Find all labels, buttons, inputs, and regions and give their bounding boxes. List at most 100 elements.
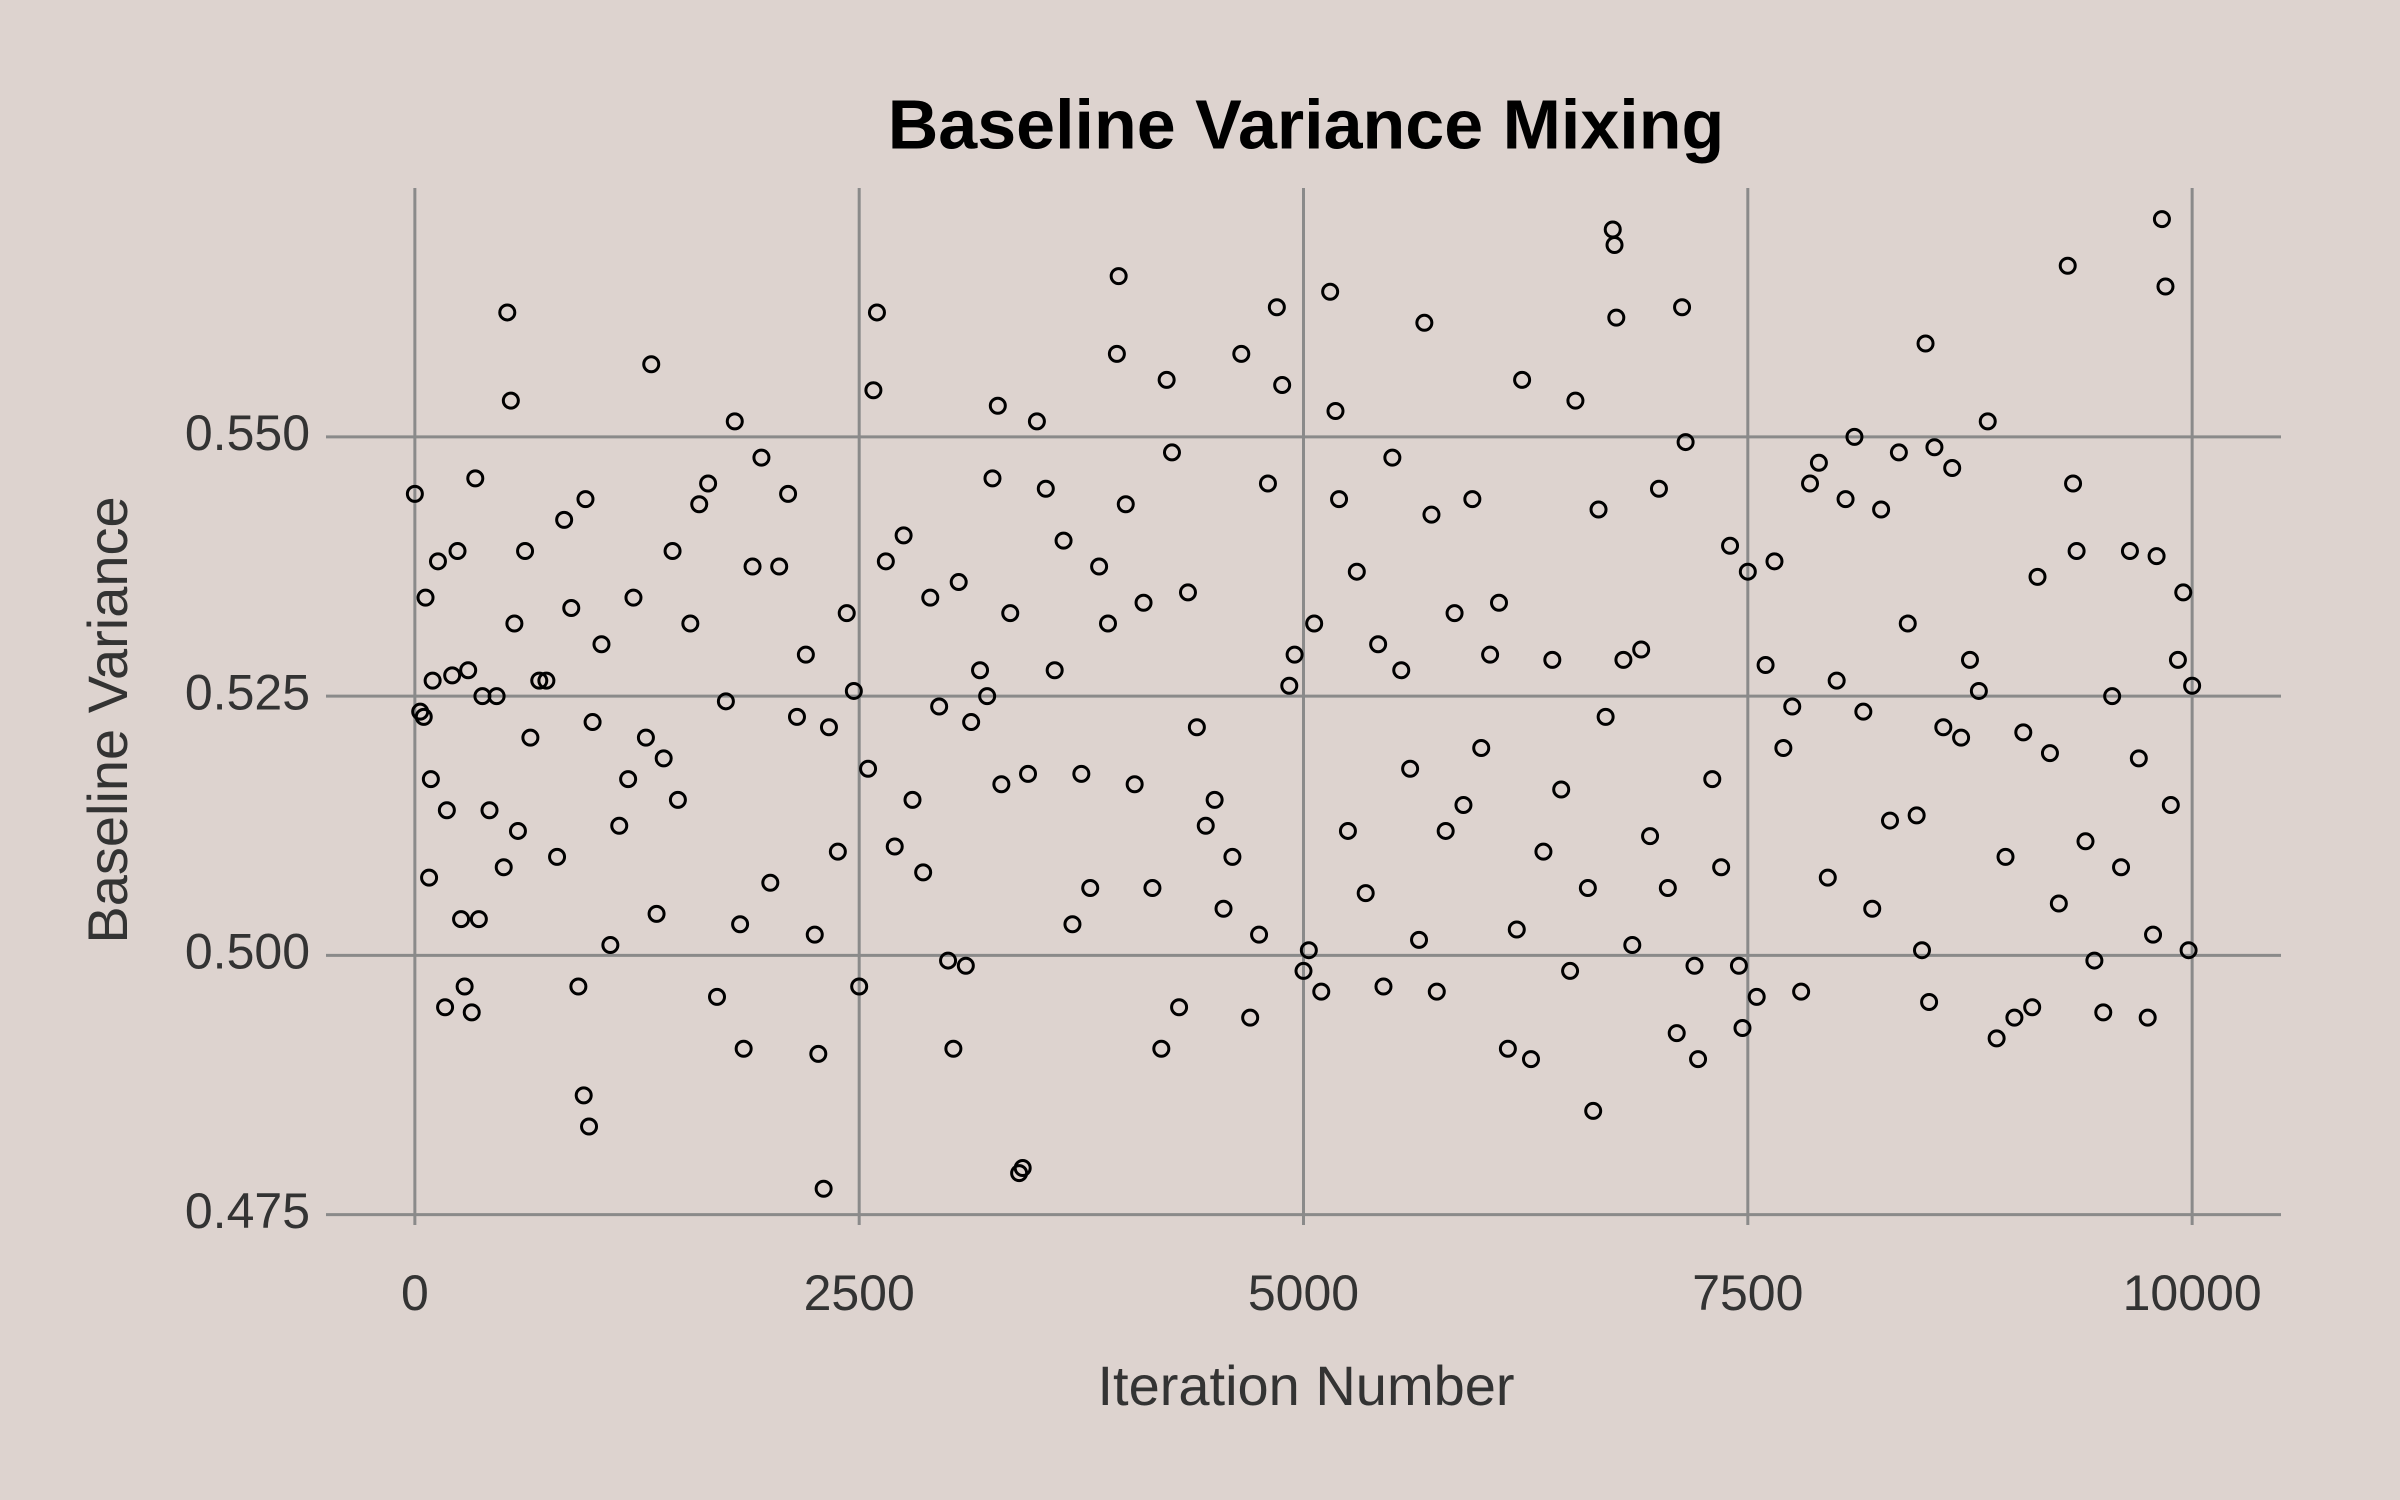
point bbox=[1374, 977, 1393, 996]
point bbox=[2120, 541, 2139, 560]
y-tick-label: 0.475 bbox=[185, 1183, 310, 1239]
point bbox=[716, 692, 735, 711]
point bbox=[1063, 915, 1082, 934]
y-axis-title: Baseline Variance bbox=[76, 496, 139, 943]
point bbox=[1738, 562, 1757, 581]
point bbox=[1920, 993, 1939, 1012]
point bbox=[580, 1117, 599, 1136]
point bbox=[1347, 562, 1366, 581]
point bbox=[1596, 707, 1615, 726]
point bbox=[1521, 1050, 1540, 1069]
point bbox=[1410, 930, 1429, 949]
point bbox=[487, 687, 506, 706]
point bbox=[752, 448, 771, 467]
point bbox=[1415, 313, 1434, 332]
point bbox=[1498, 1039, 1517, 1058]
point bbox=[1383, 448, 1402, 467]
point bbox=[731, 915, 750, 934]
point bbox=[1792, 982, 1811, 1001]
point bbox=[1090, 557, 1109, 576]
point bbox=[1623, 936, 1642, 955]
point bbox=[962, 713, 981, 732]
point bbox=[978, 687, 997, 706]
point bbox=[462, 1003, 481, 1022]
point bbox=[2161, 796, 2180, 815]
point bbox=[992, 775, 1011, 794]
point bbox=[1827, 671, 1846, 690]
point bbox=[1326, 401, 1345, 420]
point bbox=[469, 910, 488, 929]
point bbox=[1241, 1008, 1260, 1027]
point bbox=[1916, 334, 1935, 353]
point bbox=[592, 635, 611, 654]
point bbox=[642, 355, 661, 374]
x-axis-title: Iteration Number bbox=[1097, 1354, 1514, 1417]
point bbox=[1258, 474, 1277, 493]
point bbox=[2064, 474, 2083, 493]
point bbox=[1463, 490, 1482, 509]
x-tick-label: 5000 bbox=[1248, 1265, 1359, 1321]
point bbox=[1196, 816, 1215, 835]
chart-title: Baseline Variance Mixing bbox=[888, 85, 1724, 163]
point bbox=[521, 728, 540, 747]
point bbox=[647, 904, 666, 923]
point bbox=[1756, 656, 1775, 675]
point bbox=[2112, 858, 2131, 877]
point bbox=[416, 588, 435, 607]
point bbox=[983, 469, 1002, 488]
point bbox=[1401, 759, 1420, 778]
point bbox=[1566, 391, 1585, 410]
point bbox=[1427, 982, 1446, 1001]
point bbox=[1912, 941, 1931, 960]
point bbox=[555, 510, 574, 529]
point bbox=[466, 469, 485, 488]
point bbox=[1162, 443, 1181, 462]
point bbox=[828, 842, 847, 861]
point bbox=[636, 728, 655, 747]
point bbox=[1925, 438, 1944, 457]
point bbox=[837, 604, 856, 623]
point bbox=[988, 396, 1007, 415]
point bbox=[1134, 593, 1153, 612]
point bbox=[859, 759, 878, 778]
point bbox=[494, 858, 513, 877]
point bbox=[761, 873, 780, 892]
point bbox=[1561, 961, 1580, 980]
point bbox=[725, 412, 744, 431]
point bbox=[2174, 583, 2193, 602]
point bbox=[779, 484, 798, 503]
point bbox=[505, 614, 524, 633]
point bbox=[1614, 650, 1633, 669]
point bbox=[583, 713, 602, 732]
point bbox=[939, 951, 958, 970]
point bbox=[1543, 650, 1562, 669]
point bbox=[1712, 858, 1731, 877]
point bbox=[708, 987, 726, 1006]
point bbox=[624, 588, 643, 607]
point bbox=[423, 671, 442, 690]
point bbox=[576, 490, 595, 509]
point bbox=[1845, 427, 1864, 446]
point bbox=[2094, 1003, 2113, 1022]
point bbox=[1116, 495, 1135, 514]
point bbox=[809, 1044, 828, 1063]
point bbox=[1152, 1039, 1171, 1058]
point bbox=[1863, 899, 1882, 918]
point bbox=[1658, 878, 1677, 897]
point bbox=[2103, 687, 2122, 706]
point bbox=[805, 925, 824, 944]
point bbox=[1157, 370, 1176, 389]
point bbox=[1436, 821, 1455, 840]
point bbox=[1685, 956, 1704, 975]
point bbox=[1513, 370, 1532, 389]
point bbox=[1143, 878, 1162, 897]
point bbox=[448, 541, 467, 560]
point bbox=[2067, 541, 2086, 560]
point bbox=[864, 381, 883, 400]
point bbox=[903, 790, 922, 809]
point bbox=[1036, 479, 1055, 498]
point bbox=[2058, 256, 2077, 275]
point bbox=[876, 552, 895, 571]
point bbox=[480, 801, 499, 820]
point bbox=[1356, 884, 1375, 903]
